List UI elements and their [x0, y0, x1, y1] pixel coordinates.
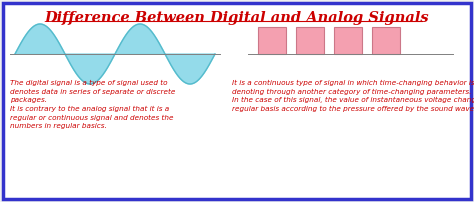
Text: It is a continuous type of signal in which time-changing behavior is
denoting th: It is a continuous type of signal in whi… [232, 80, 474, 112]
Bar [334, 27, 362, 54]
Bar [296, 27, 324, 54]
Text: Difference Between Digital and Analog Signals: Difference Between Digital and Analog Si… [45, 11, 429, 25]
FancyBboxPatch shape [3, 3, 471, 199]
Bar [258, 27, 286, 54]
Text: The digital signal is a type of signal used to
denotes data in series of separat: The digital signal is a type of signal u… [10, 80, 175, 129]
Bar [372, 27, 400, 54]
